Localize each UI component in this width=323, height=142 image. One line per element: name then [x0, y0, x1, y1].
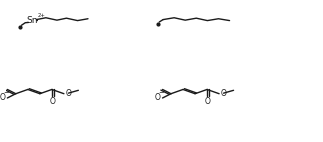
Text: O: O: [0, 93, 6, 103]
Text: −: −: [158, 90, 164, 96]
Text: O: O: [205, 97, 211, 106]
Text: O: O: [220, 89, 226, 98]
Text: 2+: 2+: [37, 13, 45, 18]
Text: O: O: [65, 89, 71, 98]
Text: O: O: [155, 93, 161, 103]
Text: O: O: [50, 97, 56, 106]
Text: Sn: Sn: [27, 16, 38, 25]
Text: −: −: [3, 90, 8, 96]
